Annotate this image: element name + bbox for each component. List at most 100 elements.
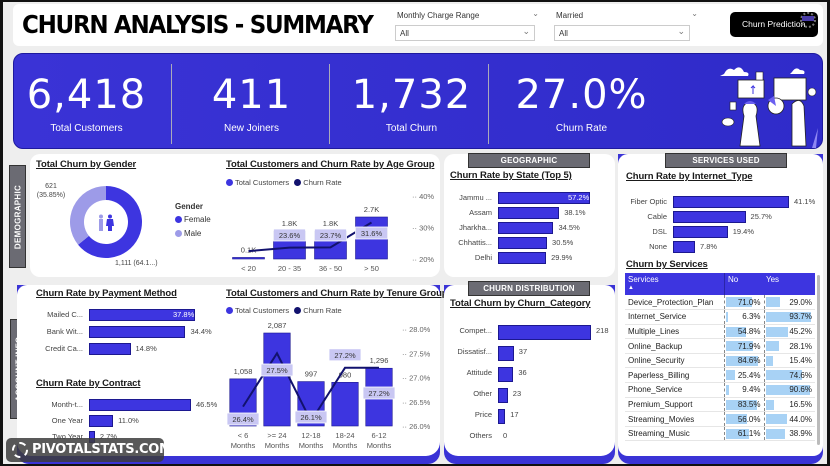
bar-row[interactable]: Others 0 <box>444 430 615 442</box>
bar-row[interactable]: Jammu ... 57.2% <box>444 192 615 204</box>
legend-item-female[interactable]: Female <box>175 215 211 224</box>
bar-row[interactable]: Assam 38.1% <box>444 207 615 219</box>
bar-row[interactable]: Compet... 218 <box>444 325 615 340</box>
filter-married[interactable]: Married ⌄ All ⌄ <box>554 8 704 42</box>
bar-value-label: 218 <box>596 326 609 335</box>
service-name-cell: Premium_Support <box>625 397 724 413</box>
bar-row[interactable]: Jharkha... 34.5% <box>444 222 615 234</box>
chevron-down-icon[interactable]: ⌄ <box>691 9 698 18</box>
section-tab-geographic[interactable]: GEOGRAPHIC <box>468 153 590 168</box>
bar-data-label: 1,058 <box>234 367 253 376</box>
category-label: Jammu ... <box>459 193 492 202</box>
bar-row[interactable]: One Year 11.0% <box>17 415 217 427</box>
bar-row[interactable]: Delhi 29.9% <box>444 252 615 264</box>
bar-value-label: 41.1% <box>794 197 816 206</box>
table-row[interactable]: Device_Protection_Plan 71.0% 29.0% <box>625 295 815 311</box>
table-row[interactable]: Streaming_Movies 56.0% 44.0% <box>625 411 815 427</box>
bar-row[interactable]: Credit Ca... 14.8% <box>17 343 217 355</box>
section-tab-churn-distribution[interactable]: CHURN DISTRIBUTION <box>468 281 590 296</box>
table-row[interactable]: Multiple_Lines 54.8% 45.2% <box>625 324 815 340</box>
bar-value-label: 25.7% <box>750 212 772 221</box>
bar-row[interactable]: Price 17 <box>444 409 615 424</box>
kpi-churn-rate: 27.0% Churn Rate <box>504 54 659 148</box>
data-bar <box>765 385 810 396</box>
legend-dot <box>294 179 302 186</box>
bar-data-label: 1.8K <box>323 219 338 228</box>
bar <box>498 222 554 234</box>
filter-select[interactable]: All ⌄ <box>554 25 690 41</box>
table-row[interactable]: Internet_Service 6.3% 93.7% <box>625 309 815 325</box>
churn-rate-label-bg <box>355 226 388 240</box>
watermark-badge: PIVOTALSTATS.COM <box>6 438 172 462</box>
filter-value: All <box>400 29 409 38</box>
percent-value: 16.5% <box>789 399 812 409</box>
churn-category-bar-chart: Compet... 218 Dissatisf... 37 Attitude 36 Othe… <box>444 325 615 445</box>
table-row[interactable]: Streaming_Music 61.1% 38.9% <box>625 426 815 442</box>
table-row[interactable]: Paperless_Billing 25.4% 74.6% <box>625 367 815 384</box>
churn-rate-label: 27.2% <box>334 351 356 360</box>
section-tab-services-used[interactable]: SERVICES USED <box>665 153 787 168</box>
column-header-no[interactable]: No <box>728 275 739 284</box>
bar-row[interactable]: Chhattis... 30.5% <box>444 237 615 249</box>
bar-row[interactable]: Dissatisf... 37 <box>444 346 615 361</box>
bar-row[interactable]: Month-t... 46.5% <box>17 399 217 411</box>
column-header-services[interactable]: Services <box>628 275 659 284</box>
bar-row[interactable]: Attitude 36 <box>444 367 615 382</box>
category-label: Mailed C... <box>47 310 83 319</box>
section-label: DEMOGRAPHIC <box>13 184 22 249</box>
bar-row[interactable]: None 7.8% <box>618 241 823 253</box>
bar-value-label: 38.1% <box>564 208 586 217</box>
legend-item[interactable]: Total Customers <box>226 306 289 315</box>
column-header-yes[interactable]: Yes <box>766 275 780 284</box>
yes-percent-cell: 28.1% <box>763 338 815 354</box>
legend-dot <box>294 307 302 314</box>
x-tick-label: 20 - 35 <box>278 264 301 273</box>
churn-rate-label: 26.1% <box>300 413 322 422</box>
x-tick-label: 12-18 <box>301 431 320 440</box>
legend-item[interactable]: Total Customers <box>226 178 289 187</box>
yes-percent-cell: 93.7% <box>763 309 815 325</box>
bar-row[interactable]: Other 23 <box>444 388 615 403</box>
legend-item[interactable]: Churn Rate <box>294 178 342 187</box>
y2-tick-label: ·· 26.5% <box>402 398 431 407</box>
sort-ascending-icon[interactable]: ▲ <box>628 285 634 291</box>
chevron-down-icon[interactable]: ⌄ <box>532 9 539 18</box>
table-row[interactable]: Online_Backup 71.9% 28.1% <box>625 338 815 354</box>
chart-title: Total Churn by Churn_Category <box>450 298 591 309</box>
section-tab-demographic[interactable]: DEMOGRAPHIC <box>9 165 26 268</box>
churn-rate-label-bg <box>294 410 328 424</box>
bar-row[interactable]: Cable 25.7% <box>618 211 823 223</box>
legend-item[interactable]: Churn Rate <box>294 306 342 315</box>
x-tick-label: Months <box>231 441 256 450</box>
churn-rate-label-bg <box>328 348 362 362</box>
bar-row[interactable]: Fiber Optic 41.1% <box>618 196 823 208</box>
percent-value: 28.1% <box>789 341 812 351</box>
percent-value: 71.9% <box>737 341 761 351</box>
percent-value: 54.8% <box>737 326 761 336</box>
filter-monthly-charge[interactable]: Monthly Charge Range ⌄ All ⌄ <box>395 8 545 42</box>
y2-tick-label: ·· 27.0% <box>402 374 431 383</box>
data-bar <box>725 399 758 410</box>
x-tick-label: Months <box>333 441 358 450</box>
table-row[interactable]: Premium_Support 83.5% 16.5% <box>625 397 815 413</box>
table-row[interactable]: Phone_Service 9.4% 90.6% <box>625 382 815 398</box>
category-label: Month-t... <box>51 400 83 409</box>
chevron-down-icon: ⌄ <box>677 26 685 36</box>
data-bar <box>725 428 749 439</box>
table-scrollbar[interactable] <box>817 275 820 445</box>
y2-tick-label: ·· 40% <box>412 192 434 201</box>
bar-row[interactable]: Bank Wit... 34.4% <box>17 326 217 338</box>
bar-row[interactable]: Mailed C... 37.8% <box>17 309 217 321</box>
bar-row[interactable]: DSL 19.4% <box>618 226 823 238</box>
filter-select[interactable]: All ⌄ <box>395 25 535 41</box>
bar <box>498 192 590 204</box>
table-row[interactable]: Online_Security 84.6% 15.4% <box>625 353 815 369</box>
bar-data-label: 1,296 <box>370 356 389 365</box>
percent-value: 6.3% <box>742 312 761 322</box>
category-label: Other <box>473 389 492 398</box>
kpi-label: Churn Rate <box>555 123 608 134</box>
legend-item-male[interactable]: Male <box>175 229 211 238</box>
y2-tick-label: ·· 20% <box>412 255 434 264</box>
legend-dot <box>175 216 182 223</box>
no-percent-cell: 84.6% <box>723 353 764 369</box>
